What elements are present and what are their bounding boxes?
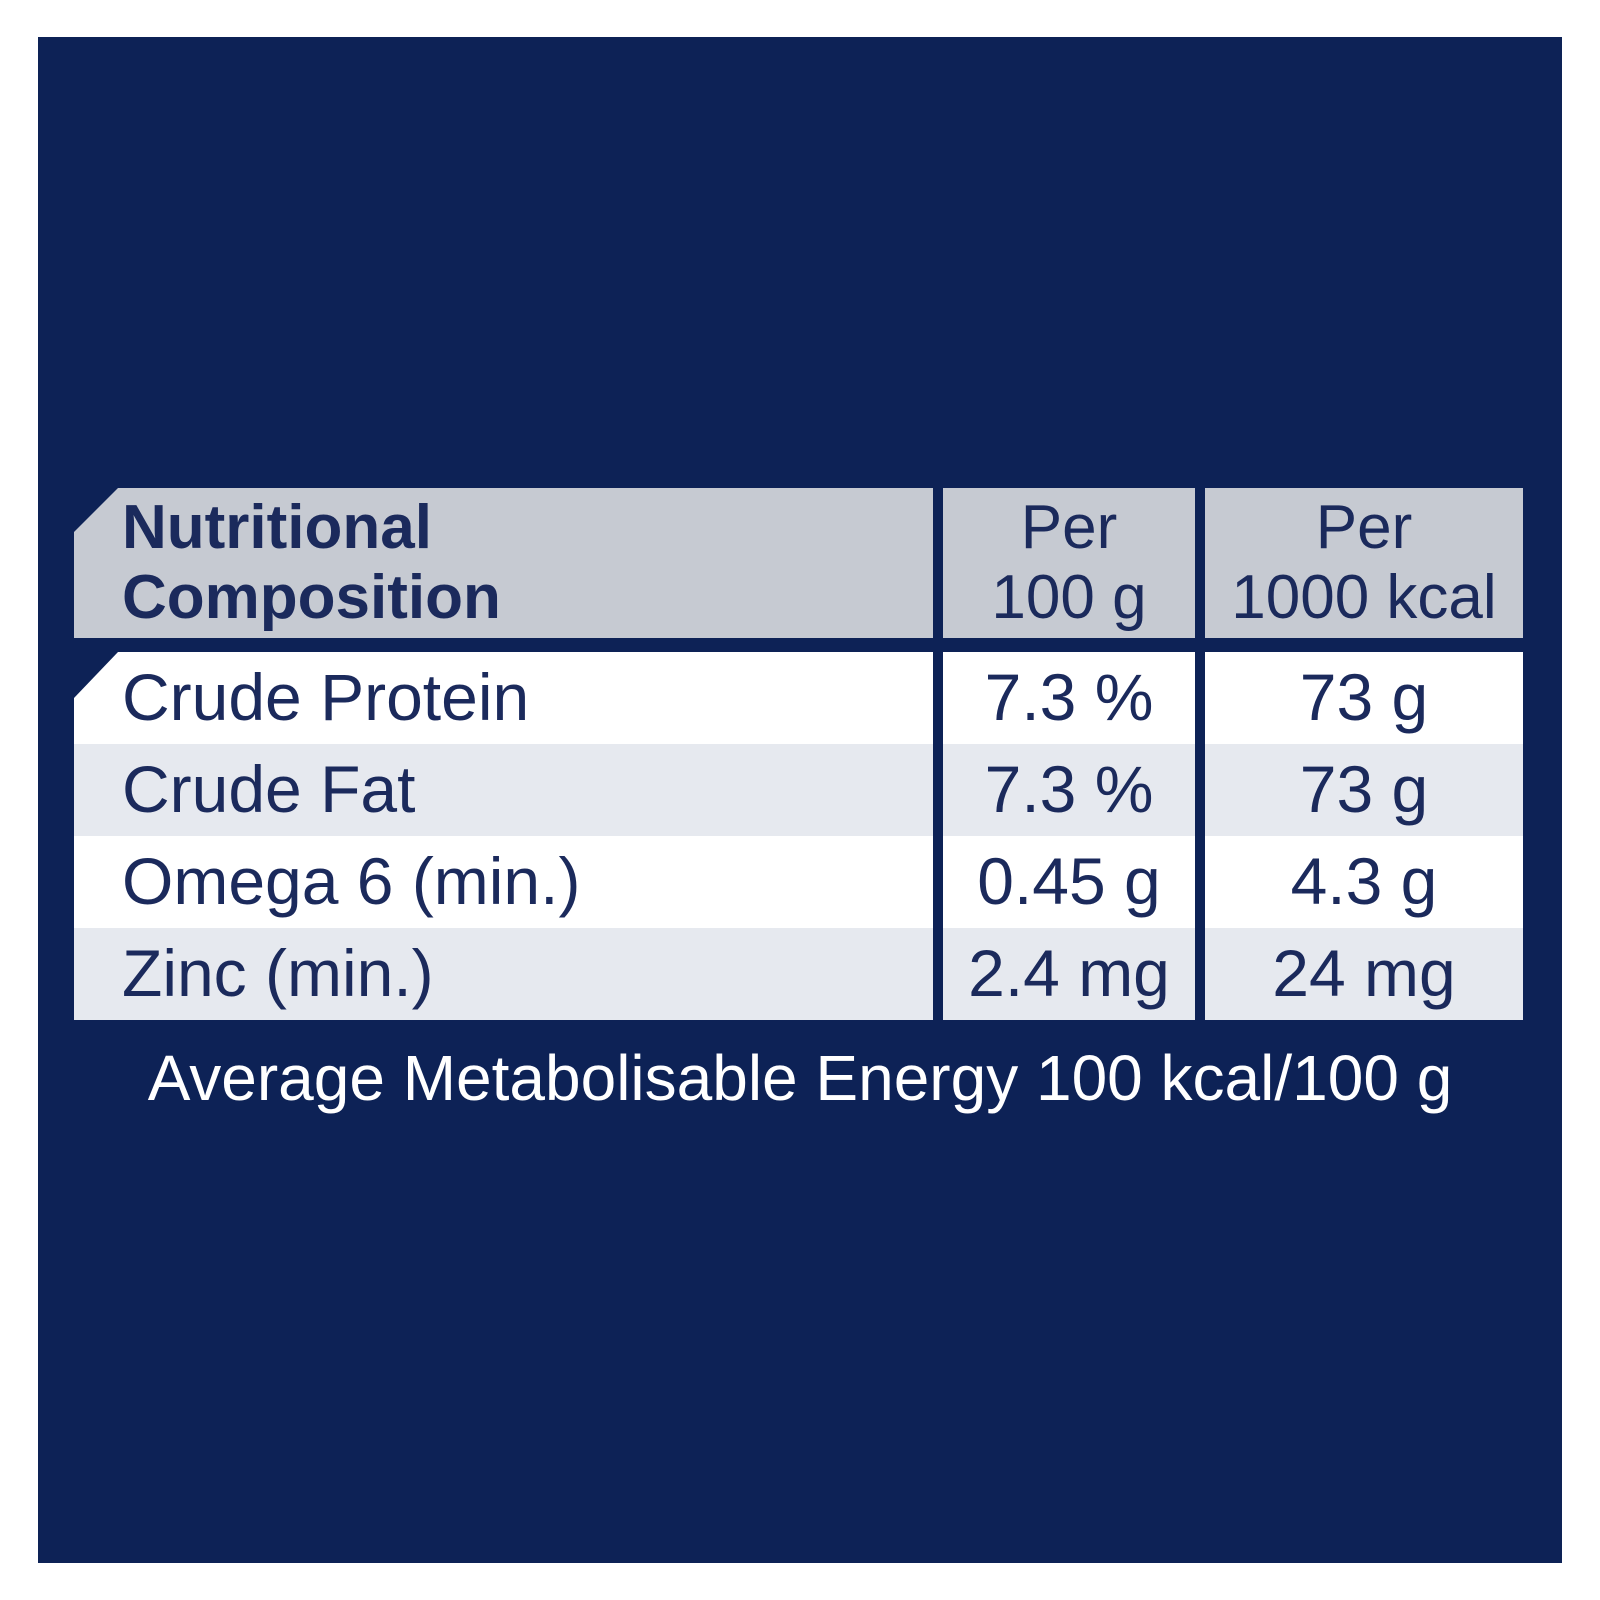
row-value-per-1000kcal: 4.3 g <box>1205 836 1523 928</box>
table-body: Crude Protein 7.3 % 73 g Crude Fat 7.3 %… <box>74 652 1523 1020</box>
table-row-crude-fat: Crude Fat 7.3 % 73 g <box>74 744 1523 836</box>
row-value-per-100g: 7.3 % <box>943 744 1195 836</box>
row-value-per-1000kcal: 73 g <box>1205 652 1523 744</box>
row-label: Crude Protein <box>74 652 933 744</box>
header-nutritional-composition: Nutritional Composition <box>74 488 933 638</box>
row-value-per-100g: 2.4 mg <box>943 928 1195 1020</box>
nutritional-composition-table: Nutritional Composition Per 100 g Per 10… <box>74 488 1523 1020</box>
row-label: Omega 6 (min.) <box>74 836 933 928</box>
row-label: Crude Fat <box>74 744 933 836</box>
table-header-row: Nutritional Composition Per 100 g Per 10… <box>74 488 1523 638</box>
row-value-per-1000kcal: 73 g <box>1205 744 1523 836</box>
metabolisable-energy-note: Average Metabolisable Energy 100 kcal/10… <box>147 1042 1453 1114</box>
header-per-1000kcal: Per 1000 kcal <box>1205 488 1523 638</box>
row-value-per-100g: 0.45 g <box>943 836 1195 928</box>
row-label: Zinc (min.) <box>74 928 933 1020</box>
table-row-zinc: Zinc (min.) 2.4 mg 24 mg <box>74 928 1523 1020</box>
table-row-crude-protein: Crude Protein 7.3 % 73 g <box>74 652 1523 744</box>
row-value-per-100g: 7.3 % <box>943 652 1195 744</box>
table-row-omega-6: Omega 6 (min.) 0.45 g 4.3 g <box>74 836 1523 928</box>
header-per-100g: Per 100 g <box>943 488 1195 638</box>
nutrition-panel: Nutritional Composition Per 100 g Per 10… <box>38 37 1562 1563</box>
row-value-per-1000kcal: 24 mg <box>1205 928 1523 1020</box>
